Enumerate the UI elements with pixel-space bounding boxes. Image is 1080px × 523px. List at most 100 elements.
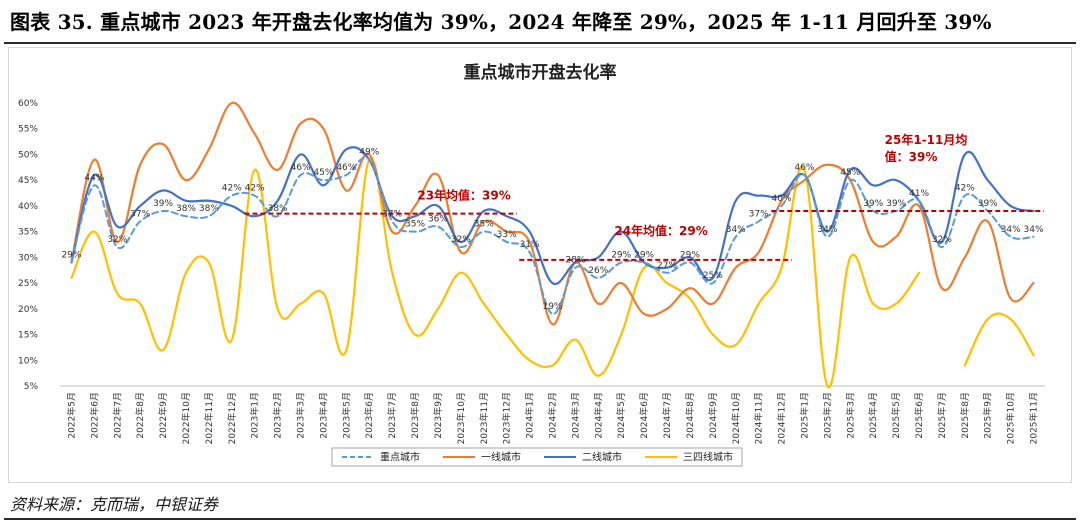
bottom-rule <box>4 518 1076 520</box>
x-tick-label: 2022年10月 <box>180 392 192 444</box>
y-tick-label: 45% <box>18 176 38 186</box>
x-tick-label: 2023年2月 <box>272 392 284 439</box>
x-tick-label: 2024年6月 <box>638 392 650 439</box>
data-label: 25% <box>703 271 723 281</box>
y-tick-label: 50% <box>18 150 38 160</box>
mean-label: 25年1-11月均 <box>885 132 968 147</box>
data-label: 40% <box>772 194 792 204</box>
data-label: 39% <box>978 199 998 209</box>
x-tick-label: 2025年4月 <box>867 392 879 439</box>
chart-title: 重点城市开盘去化率 <box>464 62 617 83</box>
x-tick-label: 2025年11月 <box>1028 392 1040 444</box>
data-label: 39% <box>153 199 173 209</box>
data-label: 44% <box>84 173 104 183</box>
data-label: 42% <box>222 184 242 194</box>
x-tick-label: 2023年12月 <box>501 392 513 444</box>
x-tick-label: 2022年5月 <box>65 392 77 439</box>
legend-label: 三四线城市 <box>683 451 733 464</box>
data-label: 34% <box>726 225 746 235</box>
data-label: 45% <box>313 168 333 178</box>
x-tick-label: 2025年6月 <box>913 392 925 439</box>
y-tick-label: 55% <box>18 125 38 135</box>
x-tick-label: 2024年8月 <box>684 392 696 439</box>
legend-box <box>331 447 743 467</box>
x-tick-label: 2024年10月 <box>730 392 742 444</box>
x-tick-label: 2022年12月 <box>226 392 238 444</box>
data-label: 34% <box>1024 225 1044 235</box>
data-label: 37% <box>130 209 150 219</box>
data-label: 29% <box>61 251 81 261</box>
x-tick-label: 2023年6月 <box>363 392 375 439</box>
data-label: 32% <box>932 235 952 245</box>
series-line-一线城市 <box>70 101 1035 326</box>
series-line-重点城市 <box>70 156 1035 315</box>
mean-label: 值：39% <box>885 149 938 164</box>
x-tick-label: 2023年10月 <box>455 392 467 444</box>
x-tick-label: 2023年7月 <box>386 392 398 439</box>
data-label: 36% <box>428 214 448 224</box>
title-rule <box>4 42 1076 44</box>
data-label: 33% <box>497 230 517 240</box>
x-tick-label: 2024年11月 <box>753 392 765 444</box>
legend-label: 重点城市 <box>380 451 420 464</box>
y-tick-label: 20% <box>18 305 38 315</box>
y-tick-label: 60% <box>18 99 38 109</box>
data-label: 28% <box>565 256 585 266</box>
y-tick-label: 5% <box>24 382 39 392</box>
x-tick-label: 2025年3月 <box>844 392 856 439</box>
chart-frame <box>8 47 1072 483</box>
x-tick-label: 2023年3月 <box>295 392 307 439</box>
x-tick-label: 2025年9月 <box>982 392 994 439</box>
data-label: 35% <box>474 220 494 230</box>
x-tick-label: 2023年5月 <box>340 392 352 439</box>
data-label: 34% <box>817 225 837 235</box>
x-tick-label: 2022年6月 <box>88 392 100 439</box>
source-note: 资料来源：克而瑞，中银证券 <box>10 495 219 514</box>
data-label: 39% <box>863 199 883 209</box>
data-label: 29% <box>680 251 700 261</box>
series-line-三四线城市 <box>963 312 1035 367</box>
y-tick-label: 30% <box>18 253 38 263</box>
data-label: 37% <box>382 209 402 219</box>
data-label: 19% <box>542 302 562 312</box>
data-label: 46% <box>794 163 814 173</box>
x-tick-label: 2025年1月 <box>798 392 810 439</box>
x-tick-label: 2024年9月 <box>707 392 719 439</box>
y-tick-label: 35% <box>18 228 38 238</box>
x-tick-label: 2023年11月 <box>478 392 490 444</box>
x-tick-label: 2022年7月 <box>111 392 123 439</box>
data-label: 38% <box>268 204 288 214</box>
series-line-二线城市 <box>70 146 1035 286</box>
data-label: 38% <box>199 204 219 214</box>
data-label: 39% <box>886 199 906 209</box>
data-label: 29% <box>611 251 631 261</box>
figure-title: 图表 35. 重点城市 2023 年开盘去化率均值为 39%，2024 年降至 … <box>10 10 992 34</box>
x-tick-label: 2024年12月 <box>776 392 788 444</box>
data-label: 26% <box>588 266 608 276</box>
x-tick-label: 2024年5月 <box>615 392 627 439</box>
data-label: 32% <box>107 235 127 245</box>
data-label: 41% <box>909 189 929 199</box>
x-tick-label: 2024年2月 <box>547 392 559 439</box>
data-label: 37% <box>749 209 769 219</box>
y-tick-label: 15% <box>18 331 38 341</box>
legend-label: 二线城市 <box>582 451 622 464</box>
series-line-三四线城市 <box>70 157 921 389</box>
x-tick-label: 2022年9月 <box>157 392 169 439</box>
mean-label: 24年均值：29% <box>614 223 707 238</box>
y-tick-label: 40% <box>18 202 38 212</box>
x-tick-label: 2023年9月 <box>432 392 444 439</box>
data-label: 29% <box>634 251 654 261</box>
data-label: 27% <box>657 261 677 271</box>
data-label: 31% <box>520 240 540 250</box>
mean-label: 23年均值：39% <box>417 188 510 203</box>
data-label: 38% <box>176 204 196 214</box>
x-tick-label: 2025年7月 <box>936 392 948 439</box>
x-tick-label: 2025年8月 <box>959 392 971 439</box>
data-label: 46% <box>336 163 356 173</box>
data-label: 46% <box>291 163 311 173</box>
data-label: 42% <box>245 184 265 194</box>
x-tick-label: 2025年2月 <box>821 392 833 439</box>
data-label: 45% <box>840 168 860 178</box>
